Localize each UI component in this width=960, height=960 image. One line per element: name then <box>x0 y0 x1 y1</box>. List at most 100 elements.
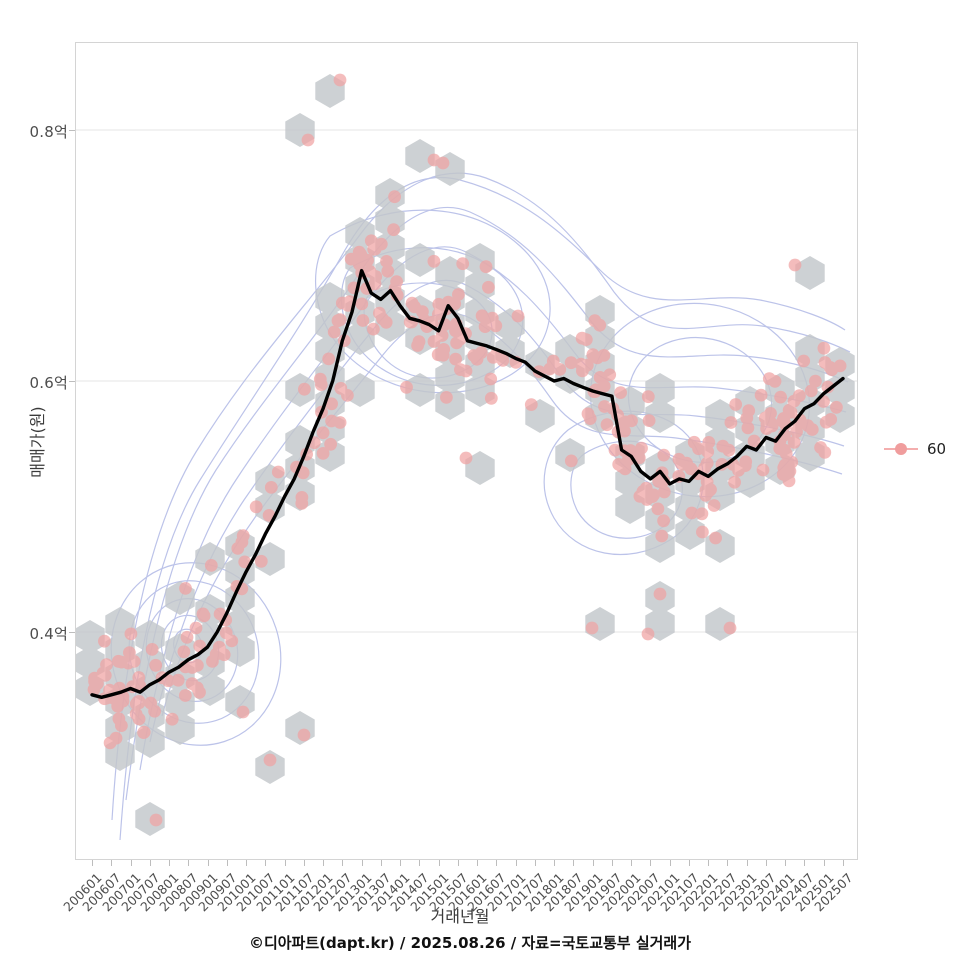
scatter-point <box>427 254 441 268</box>
scatter-point <box>427 335 441 348</box>
scatter-point <box>723 621 737 635</box>
scatter-point <box>657 448 671 462</box>
x-tick-mark <box>284 860 286 866</box>
scatter-point <box>479 260 493 274</box>
scatter-point <box>212 640 226 654</box>
scatter-point <box>388 190 401 204</box>
x-tick-mark <box>323 860 325 866</box>
scatter-point <box>190 681 204 695</box>
scatter-point <box>416 305 429 319</box>
scatter-point <box>636 485 650 498</box>
scatter-point <box>657 485 671 499</box>
hexbin-cell <box>225 607 255 641</box>
scatter-point <box>327 325 341 339</box>
scatter-point <box>579 333 593 346</box>
scatter-point <box>732 464 745 477</box>
scatter-point <box>486 351 500 364</box>
scatter-point <box>296 466 310 480</box>
scatter-point <box>484 391 498 405</box>
x-tick-mark <box>515 860 517 866</box>
scatter-point <box>625 414 638 428</box>
trend-line <box>90 268 845 699</box>
scatter-point <box>722 443 736 457</box>
scatter-point <box>614 386 627 399</box>
y-tick-mark-0 <box>69 130 75 131</box>
x-tick-mark <box>111 860 113 866</box>
scatter-point <box>763 417 776 430</box>
x-tick-mark <box>688 860 690 866</box>
scatter-point <box>739 455 753 469</box>
x-tick-mark <box>554 860 556 866</box>
scatter-point <box>585 621 599 635</box>
scatter-point <box>657 514 670 528</box>
x-tick-mark <box>226 860 228 866</box>
scatter-point <box>700 456 714 470</box>
scatter-point <box>145 643 159 656</box>
scatter-point <box>177 645 191 659</box>
scatter-point <box>685 506 699 520</box>
scatter-point <box>295 491 309 504</box>
scatter-point <box>695 507 709 521</box>
scatter-point <box>830 400 843 414</box>
scatter-point <box>144 696 158 710</box>
scatter-point <box>768 374 782 388</box>
scatter-point <box>774 390 787 404</box>
scatter-point <box>297 728 311 742</box>
scatter-point <box>475 309 489 323</box>
scatter-point <box>809 374 822 388</box>
scatter-point <box>179 582 192 595</box>
scatter-point <box>333 73 347 87</box>
scatter-point <box>316 447 330 460</box>
scatter-point <box>206 655 219 668</box>
scatter-point <box>754 388 768 402</box>
scatter-point <box>642 414 656 427</box>
scatter-point <box>132 671 146 684</box>
scatter-point <box>707 499 721 512</box>
scatter-point <box>335 296 349 310</box>
scatter-point <box>374 237 388 251</box>
scatter-point <box>440 391 453 404</box>
hexbin-cell <box>825 373 855 407</box>
scatter-point <box>400 380 413 394</box>
scatter-point <box>298 382 311 396</box>
scatter-point <box>313 372 327 386</box>
scatter-point <box>344 252 358 266</box>
scatter-point <box>819 415 833 429</box>
legend-key-swatch <box>884 442 918 456</box>
x-tick-mark <box>746 860 748 866</box>
scatter-point <box>797 354 811 368</box>
scatter-point <box>787 394 801 408</box>
scatter-point <box>231 542 245 555</box>
scatter-point <box>109 731 123 745</box>
scatter-point <box>449 352 462 366</box>
x-tick-mark <box>303 860 305 866</box>
scatter-point <box>593 318 607 332</box>
scatter-point <box>485 311 499 325</box>
scatter-point <box>478 320 492 333</box>
scatter-point <box>236 529 250 543</box>
scatter-point <box>387 223 400 237</box>
scatter-point <box>459 451 473 465</box>
x-tick-mark <box>631 860 633 866</box>
x-tick-mark <box>207 860 209 866</box>
hexbin-cell <box>465 269 495 303</box>
scatter-point <box>112 712 126 726</box>
x-tick-mark <box>727 860 729 866</box>
scatter-point <box>341 389 354 402</box>
scatter-point <box>600 418 614 432</box>
scatter-point <box>111 699 125 713</box>
x-tick-mark <box>188 860 190 866</box>
density-contours <box>110 172 851 841</box>
scatter-point <box>825 363 839 377</box>
scatter-point <box>369 270 383 283</box>
scatter-point <box>756 463 770 477</box>
y-tick-label-0: 0.8억 <box>29 123 68 141</box>
scatter-point <box>132 712 146 726</box>
scatter-point <box>696 525 709 539</box>
y-tick-label-2: 0.4억 <box>29 625 68 643</box>
scatter-point <box>196 607 210 621</box>
x-tick-mark <box>265 860 267 866</box>
scatter-point <box>778 458 792 472</box>
scatter-point <box>701 445 715 459</box>
scatter-point <box>171 673 185 687</box>
